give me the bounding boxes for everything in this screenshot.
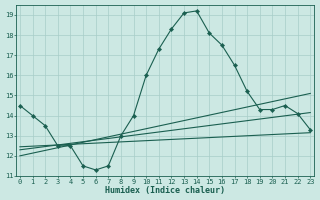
X-axis label: Humidex (Indice chaleur): Humidex (Indice chaleur) [105,186,225,195]
